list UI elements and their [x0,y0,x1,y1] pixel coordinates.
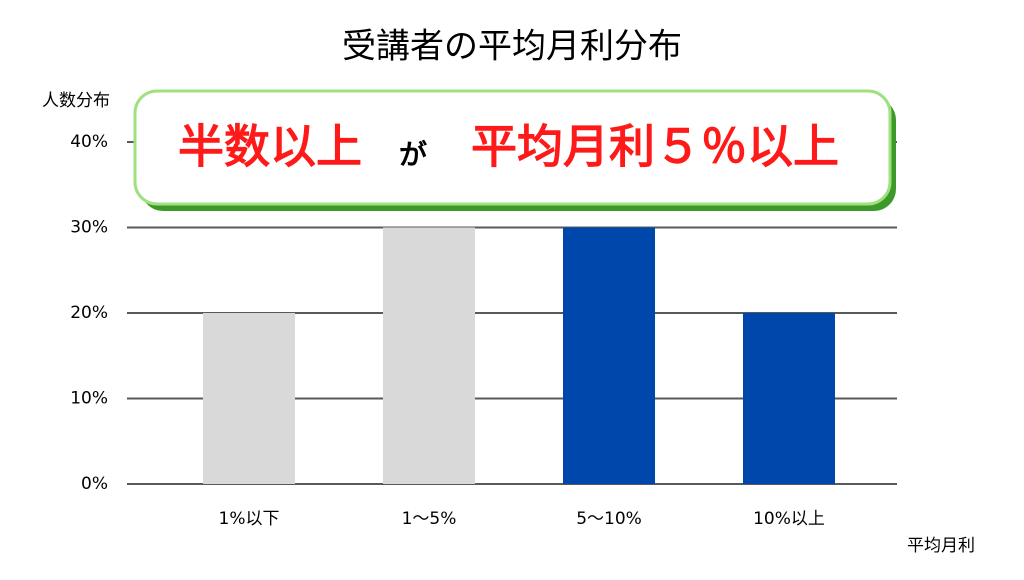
y-tick-label: 30% [70,218,108,238]
x-axis-label: 平均月利 [907,536,975,556]
callout-text: 平均月利５％以上 [471,120,839,174]
bar [563,227,655,484]
y-axis-label: 人数分布 [42,91,110,111]
bar [743,313,835,484]
x-tick-label: 1%以下 [219,509,280,529]
chart-title: 受講者の平均月利分布 [342,27,682,67]
y-tick-label: 10% [70,389,108,409]
x-tick-label: 10%以上 [753,509,825,529]
y-tick-label: 40% [70,132,108,152]
y-tick-label: 20% [70,303,108,323]
bar [203,313,295,484]
bar [383,227,475,484]
callout: 半数以上 が 平均月利５％以上 [133,89,896,211]
callout-text: 半数以上 [178,120,362,174]
callout-box [133,89,892,206]
callout-text: が [399,138,427,171]
x-tick-label: 5〜10% [576,509,642,529]
y-tick-label: 0% [81,474,108,494]
x-tick-label: 1〜5% [402,509,457,529]
